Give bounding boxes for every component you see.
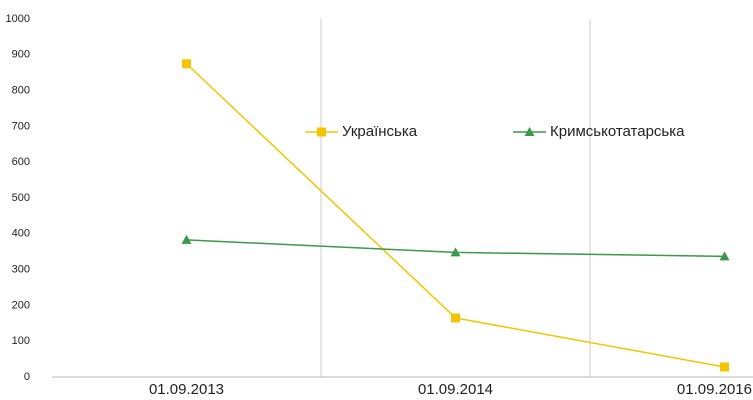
legend-marker bbox=[317, 127, 326, 137]
y-tick-label: 1000 bbox=[6, 13, 30, 25]
data-point bbox=[719, 251, 730, 261]
y-tick-label: 0 bbox=[24, 371, 30, 383]
x-tick-label: 01.09.2013 bbox=[149, 381, 224, 398]
data-point bbox=[182, 59, 191, 69]
x-tick-label: 01.09.2016 bbox=[677, 381, 752, 398]
x-tick-label: 01.09.2014 bbox=[418, 381, 493, 398]
y-tick-label: 600 bbox=[12, 156, 30, 168]
legend-label: Кримськотатарська bbox=[550, 123, 685, 140]
data-point bbox=[720, 362, 729, 372]
y-tick-label: 700 bbox=[12, 120, 30, 132]
y-tick-label: 200 bbox=[12, 299, 30, 311]
y-tick-label: 900 bbox=[12, 49, 30, 61]
legend-label: Українська bbox=[342, 123, 418, 140]
y-tick-label: 800 bbox=[12, 85, 30, 97]
y-tick-label: 500 bbox=[12, 192, 30, 204]
legend-marker bbox=[524, 127, 535, 136]
y-tick-label: 400 bbox=[12, 228, 30, 240]
y-tick-label: 300 bbox=[12, 264, 30, 276]
y-tick-label: 100 bbox=[12, 335, 30, 347]
data-point bbox=[181, 234, 192, 244]
data-point bbox=[450, 247, 461, 257]
data-point bbox=[451, 313, 460, 323]
